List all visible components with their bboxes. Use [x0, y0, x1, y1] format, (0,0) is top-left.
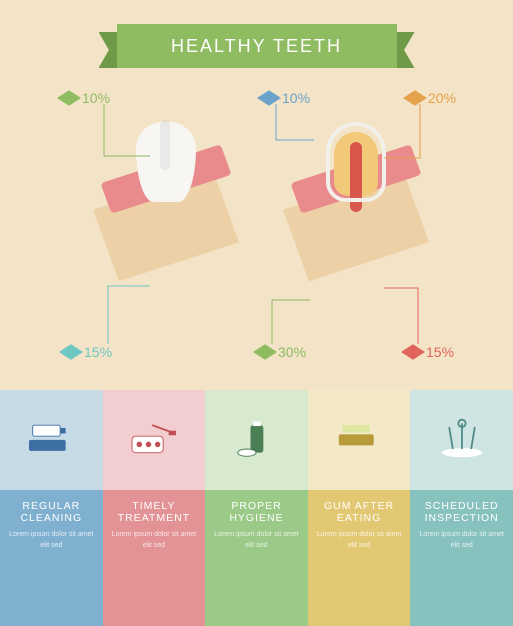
tile-subtitle: Lorem ipsum dolor sit amet elit sed: [8, 530, 95, 551]
tile-icon-area: [103, 390, 206, 490]
toothpaste-icon: [23, 416, 79, 465]
tile-icon-area: [205, 390, 308, 490]
infographic-root: HEALTHY TEETH 10% 10% 20% 15% 30% 15% REGULAR…: [0, 0, 513, 626]
page-title: HEALTHY TEETH: [171, 36, 342, 57]
cube-icon: [403, 90, 427, 106]
callout-c4: 15%: [64, 344, 112, 360]
cube-icon: [257, 90, 281, 106]
gum-icon: [331, 416, 387, 465]
callout-c5: 30%: [258, 344, 306, 360]
tile-subtitle: Lorem ipsum dolor sit amet elit sed: [316, 530, 403, 551]
tile-icon-area: [410, 390, 513, 490]
percent-label: 15%: [84, 344, 112, 360]
callout-c1: 10%: [62, 90, 110, 106]
cube-icon: [253, 344, 277, 360]
percent-label: 10%: [82, 90, 110, 106]
tile-4: SCHEDULED INSPECTION Lorem ipsum dolor si…: [410, 390, 513, 626]
tile-body: SCHEDULED INSPECTION Lorem ipsum dolor si…: [410, 490, 513, 626]
tile-title: GUM AFTER EATING: [316, 500, 403, 524]
tile-2: PROPER HYGIENE Lorem ipsum dolor sit amet…: [205, 390, 308, 626]
tile-1: TIMELY TREATMENT Lorem ipsum dolor sit am…: [103, 390, 206, 626]
pills-icon: [126, 416, 182, 465]
cube-icon: [57, 90, 81, 106]
tiles-row: REGULAR CLEANING Lorem ipsum dolor sit am…: [0, 390, 513, 626]
tile-body: GUM AFTER EATING Lorem ipsum dolor sit am…: [308, 490, 411, 626]
callout-c3: 20%: [408, 90, 456, 106]
tile-3: GUM AFTER EATING Lorem ipsum dolor sit am…: [308, 390, 411, 626]
tools-icon: [434, 416, 490, 465]
tile-body: REGULAR CLEANING Lorem ipsum dolor sit am…: [0, 490, 103, 626]
tile-subtitle: Lorem ipsum dolor sit amet elit sed: [418, 530, 505, 551]
title-ribbon: HEALTHY TEETH: [117, 24, 397, 68]
tile-body: PROPER HYGIENE Lorem ipsum dolor sit amet…: [205, 490, 308, 626]
tile-title: SCHEDULED INSPECTION: [418, 500, 505, 524]
percent-label: 20%: [428, 90, 456, 106]
tile-subtitle: Lorem ipsum dolor sit amet elit sed: [111, 530, 198, 551]
mouthwash-icon: [228, 416, 284, 465]
percent-label: 15%: [426, 344, 454, 360]
cube-icon: [59, 344, 83, 360]
ribbon-body: HEALTHY TEETH: [117, 24, 397, 68]
tile-icon-area: [308, 390, 411, 490]
cube-icon: [401, 344, 425, 360]
tile-icon-area: [0, 390, 103, 490]
tile-title: PROPER HYGIENE: [213, 500, 300, 524]
callout-c6: 15%: [406, 344, 454, 360]
tile-title: REGULAR CLEANING: [8, 500, 95, 524]
percent-label: 30%: [278, 344, 306, 360]
callout-c2: 10%: [262, 90, 310, 106]
percent-label: 10%: [282, 90, 310, 106]
tile-title: TIMELY TREATMENT: [111, 500, 198, 524]
tile-body: TIMELY TREATMENT Lorem ipsum dolor sit am…: [103, 490, 206, 626]
tile-0: REGULAR CLEANING Lorem ipsum dolor sit am…: [0, 390, 103, 626]
tile-subtitle: Lorem ipsum dolor sit amet elit sed: [213, 530, 300, 551]
